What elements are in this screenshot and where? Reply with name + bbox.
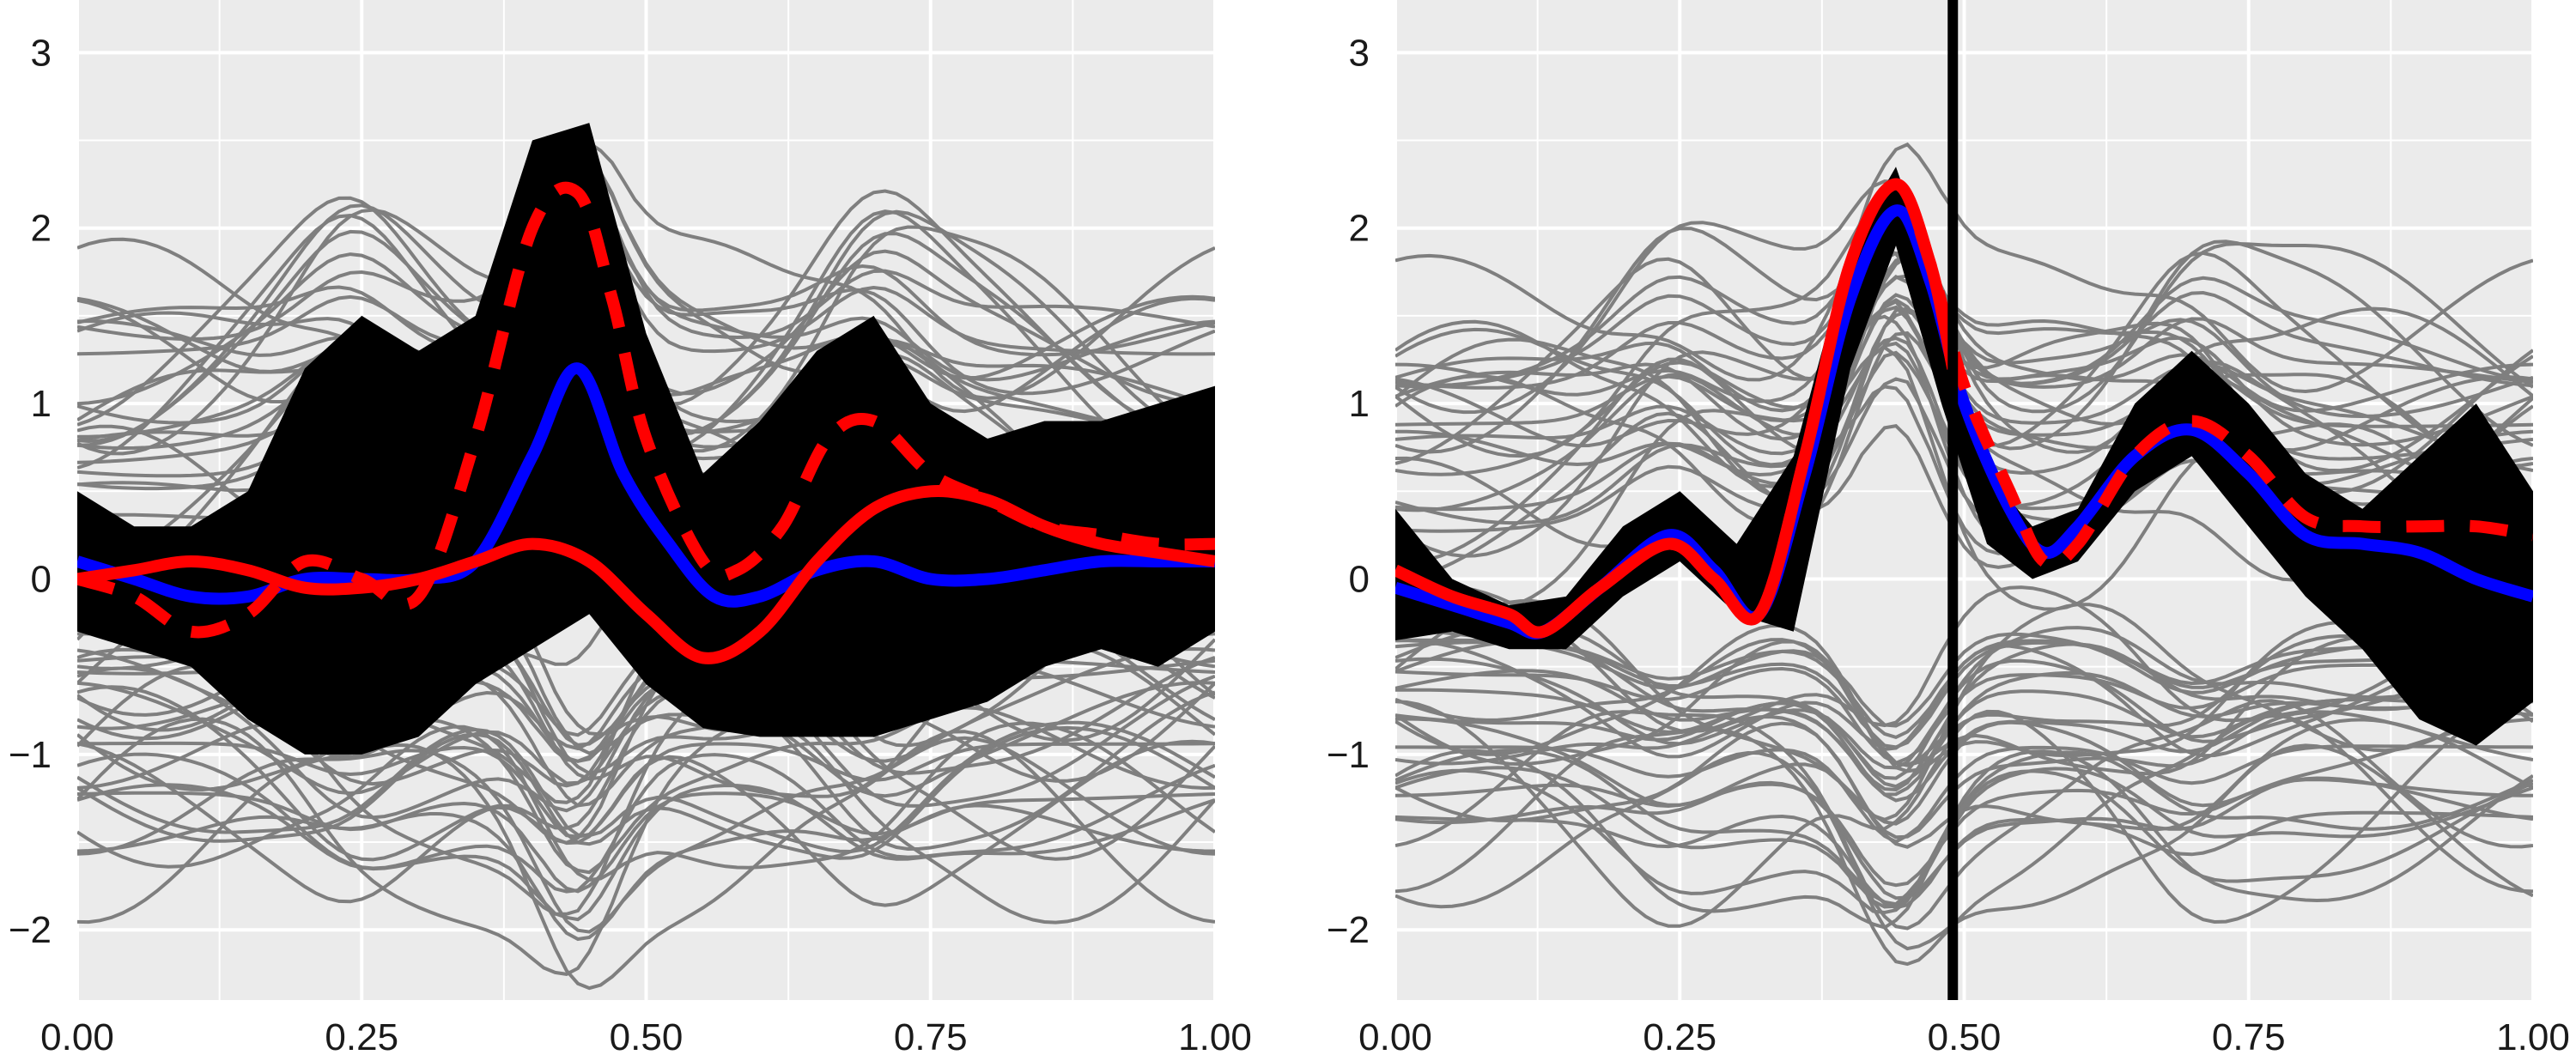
gray-curve [1395, 357, 2533, 565]
y-tick-label: 2 [1349, 208, 1370, 250]
x-tick-label: 1.00 [2496, 1016, 2570, 1058]
gray-curve [1395, 222, 2533, 413]
x-tick-label: 0.00 [40, 1016, 114, 1058]
gray-curve [77, 141, 1215, 400]
y-tick-label: −1 [1327, 734, 1370, 776]
y-tick-label: 1 [31, 383, 52, 425]
y-tick-label: 3 [31, 32, 52, 74]
gray-curve [1395, 699, 2533, 931]
gray-curve [1395, 778, 2533, 888]
y-tick-label: 1 [1349, 383, 1370, 425]
gray-curve [1395, 314, 2533, 558]
y-tick-label: 2 [31, 208, 52, 250]
x-tick-label: 0.75 [894, 1016, 968, 1058]
plot-area [77, 123, 1215, 991]
y-tick-label: −1 [9, 734, 52, 776]
gray-curve [77, 720, 1215, 854]
gray-curve [1395, 622, 2533, 780]
plot-area [1395, 0, 2533, 1000]
gray-curve [77, 803, 1215, 942]
gray-curve [1395, 749, 2533, 930]
panel-left: −2 −1 0 1 2 3 0.00 0.25 0.50 0.75 1.00 [9, 0, 1252, 1058]
gray-curve [77, 666, 1215, 820]
gray-curve [77, 752, 1215, 894]
gray-curve [77, 154, 1215, 380]
gray-curve [1395, 638, 2533, 740]
y-tick-label: −2 [1327, 909, 1370, 951]
gray-curve [77, 783, 1215, 922]
x-tick-label: 0.25 [1643, 1016, 1716, 1058]
gray-curve [1395, 768, 2533, 915]
gray-curve [77, 736, 1215, 934]
x-tick-label: 0.25 [325, 1016, 398, 1058]
gray-curve [1395, 179, 2533, 415]
gray-curve [1395, 254, 2533, 495]
gray-curve [1395, 634, 2533, 776]
gray-curve [1395, 253, 2533, 473]
series-line-1 [77, 181, 1215, 639]
gray-curve [1395, 640, 2533, 749]
x-tick-label: 0.50 [610, 1016, 683, 1058]
y-tick-label: 3 [1349, 32, 1370, 74]
gray-curve [1395, 749, 2533, 906]
gray-curve [77, 730, 1215, 991]
gray-curve [77, 681, 1215, 798]
series-line-2 [1395, 178, 1959, 639]
y-tick-label: 0 [1349, 558, 1370, 600]
gray-curve [77, 185, 1215, 382]
y-tick-label: −2 [9, 909, 52, 951]
gray-curve [77, 739, 1215, 907]
gray-curve [1395, 710, 2533, 840]
gray-curve [77, 209, 1215, 396]
y-tick-label: 0 [31, 558, 52, 600]
gray-curve [1395, 345, 2533, 612]
gray-curve [77, 206, 1215, 356]
gray-curve [77, 685, 1215, 862]
series-line-2 [77, 484, 1215, 664]
x-tick-label: 1.00 [1178, 1016, 1252, 1058]
x-tick-label: 0.00 [1358, 1016, 1432, 1058]
central-band [1395, 167, 2533, 746]
panel-right: −2 −1 0 1 2 3 0.00 0.25 0.50 0.75 1.00 [1327, 0, 2570, 1058]
x-tick-label: 0.75 [2212, 1016, 2286, 1058]
x-tick-label: 0.50 [1928, 1016, 2002, 1058]
gray-curve [1395, 810, 2533, 910]
gray-curve [1395, 700, 2533, 928]
gray-curve [1395, 717, 2533, 826]
gray-curve [77, 791, 1215, 894]
